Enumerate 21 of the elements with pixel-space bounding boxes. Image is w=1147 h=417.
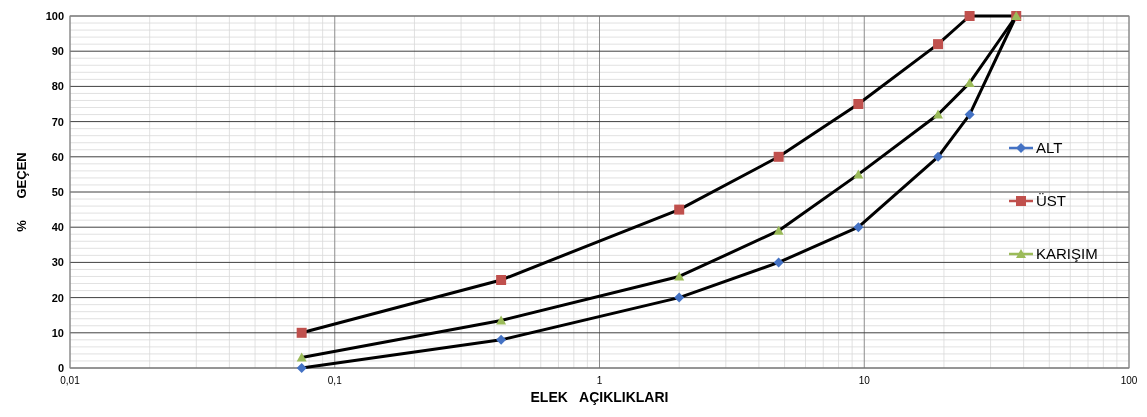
x-tick-label: 0,01 xyxy=(60,375,81,386)
x-tick-label: 100 xyxy=(1120,375,1138,386)
y-tick-label: 90 xyxy=(51,45,64,58)
y-tick-label: 10 xyxy=(51,326,64,339)
x-tick-label: 10 xyxy=(858,375,871,386)
x-tick-label: 1 xyxy=(596,375,603,386)
y-tick-label: 60 xyxy=(51,150,64,163)
y-tick-label: 30 xyxy=(51,256,64,269)
y-tick-label: 50 xyxy=(51,186,64,198)
x-axis-title: ELEK AÇIKLIKLARI xyxy=(530,389,669,405)
legend-label: ÜST xyxy=(1036,192,1066,209)
legend-label: ALT xyxy=(1036,139,1063,156)
y-tick-label: 0 xyxy=(57,362,64,374)
y-tick-label: 100 xyxy=(45,10,64,22)
y-axis-title: % GEÇEN xyxy=(14,152,29,232)
legend-label: KARIŞIM xyxy=(1036,245,1098,262)
y-tick-label: 20 xyxy=(51,291,64,304)
y-tick-label: 40 xyxy=(51,221,64,234)
x-tick-label: 0,1 xyxy=(327,375,343,386)
y-tick-label: 70 xyxy=(51,115,64,128)
y-tick-label: 80 xyxy=(51,80,64,93)
